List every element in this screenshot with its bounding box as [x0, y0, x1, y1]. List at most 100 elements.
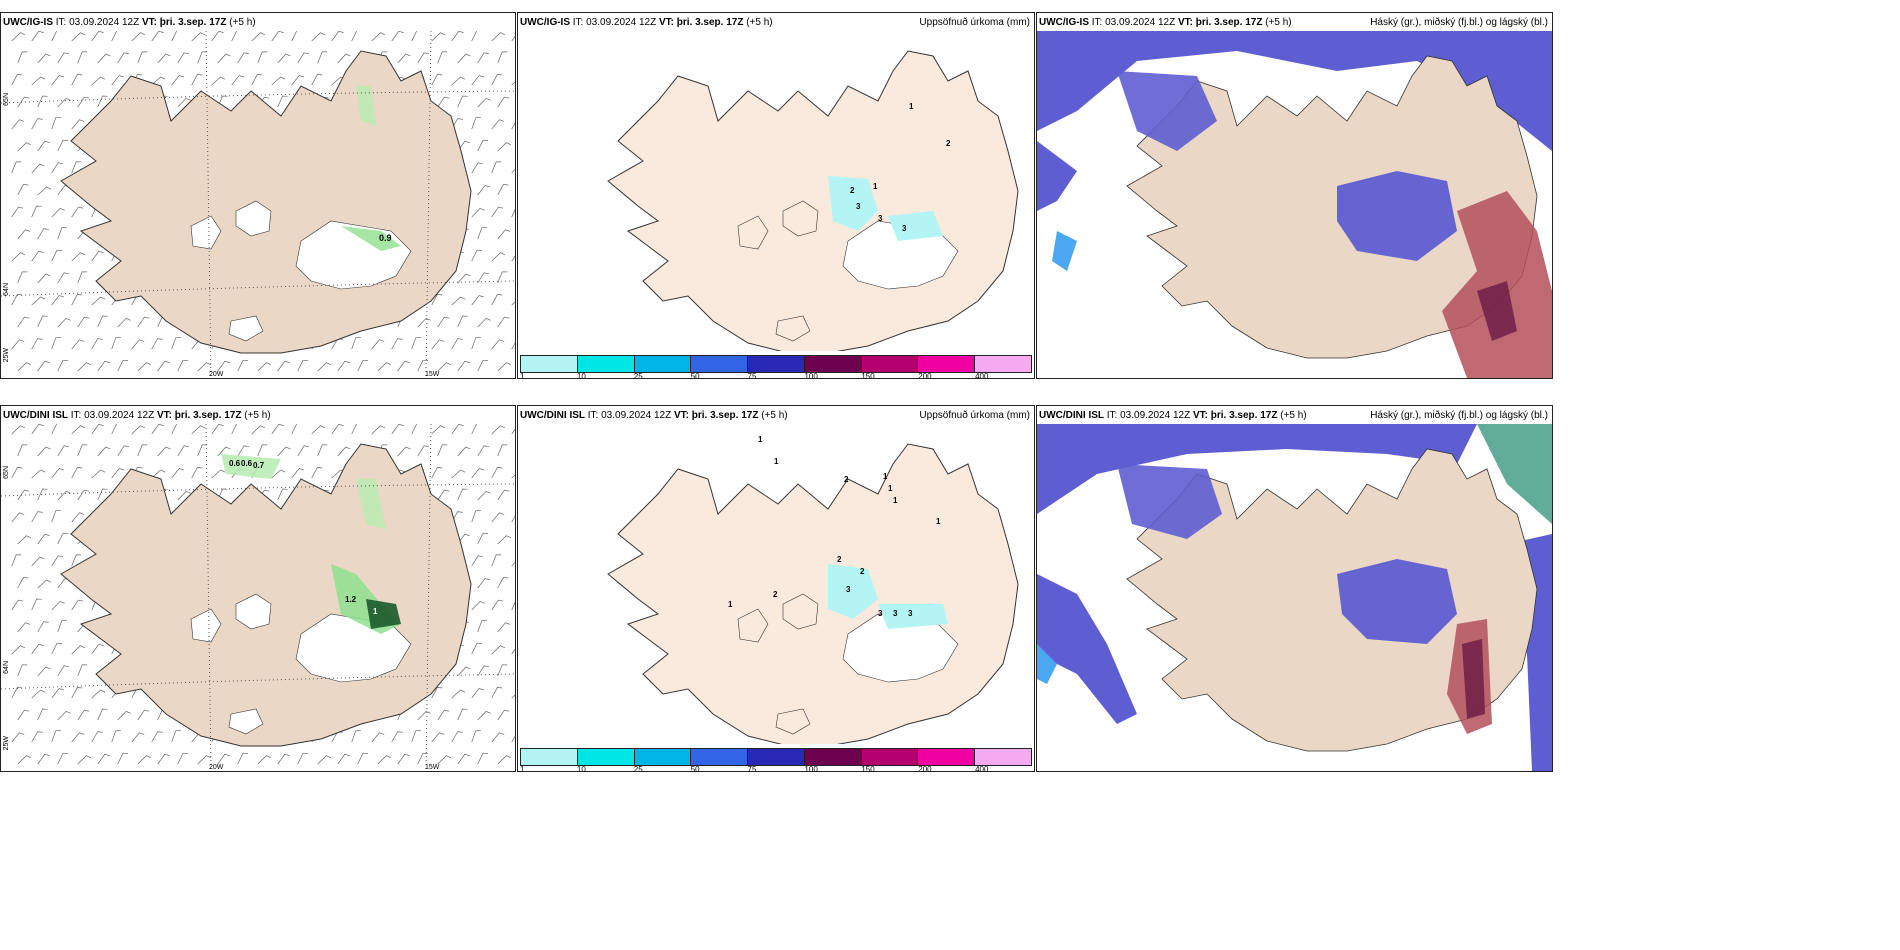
- precip-title: Uppsöfnuð úrkoma (mm): [919, 410, 1030, 421]
- wind-barb: [411, 31, 417, 42]
- precip-value: 1: [873, 182, 878, 191]
- wind-barb: [11, 252, 26, 262]
- wind-barb: [71, 732, 85, 743]
- scale-tick-label: 150: [861, 765, 875, 772]
- wind-barb: [491, 74, 503, 86]
- panel-header: UWC/IG-IS IT: 03.09.2024 12Z VT: þri. 3.…: [1039, 15, 1550, 31]
- wind-barb: [451, 731, 463, 743]
- scale-tick-label: 75: [747, 372, 757, 379]
- wind-barb: [17, 622, 31, 633]
- wind-barb: [491, 467, 503, 479]
- precip-value: 1: [936, 517, 941, 526]
- wind-barb: [437, 316, 450, 328]
- wind-barb: [111, 31, 117, 42]
- wind-barb: [291, 75, 305, 86]
- wind-barb: [491, 554, 502, 567]
- wind-barb: [31, 205, 42, 218]
- cloud-title: Háský (gr.), miðský (fj.bl.) og lágský (…: [1370, 17, 1548, 28]
- wind-barb: [57, 359, 69, 372]
- wind-barb: [177, 359, 189, 372]
- wind-barb: [477, 532, 489, 545]
- precip-map: 1 1 2 1 1 1 1 2 3 2 3 3 3 2 1: [607, 435, 1019, 744]
- wind-barb: [37, 228, 49, 240]
- scale-tick-label: 25: [633, 372, 643, 379]
- wind-barb: [371, 425, 386, 435]
- lead-time: (+5 h): [761, 410, 788, 421]
- precip-value: 2: [837, 555, 842, 564]
- wind-barb: [31, 556, 45, 567]
- wind-barb: [131, 425, 146, 435]
- wind-barb: [311, 467, 323, 479]
- wind-barb: [131, 32, 146, 42]
- precip-value: 1: [883, 472, 888, 481]
- wind-barb: [11, 32, 26, 42]
- land-area: [60, 50, 472, 354]
- wind-barb: [491, 425, 506, 435]
- wind-barb: [137, 316, 150, 328]
- wind-barb: [91, 424, 104, 435]
- wind-barb: [257, 755, 272, 765]
- precip-value: 0.6: [241, 459, 253, 468]
- scale-swatch: [577, 749, 635, 765]
- wind-barb: [337, 53, 351, 64]
- precip-color-scale: [520, 748, 1032, 766]
- wind-barb: [491, 732, 505, 743]
- scale-tick-label: 200: [918, 372, 932, 379]
- wind-barb: [31, 424, 44, 435]
- wind-barb: [191, 425, 206, 435]
- wind-barb: [457, 53, 471, 64]
- wind-barb: [151, 469, 166, 479]
- lead-time: (+5 h): [746, 17, 773, 28]
- scale-tick-label: 75: [747, 765, 757, 772]
- wind-barb: [277, 53, 291, 64]
- wind-barb: [71, 32, 86, 42]
- wind-barb: [271, 424, 284, 435]
- wind-barb: [477, 272, 490, 284]
- wind-barb: [171, 730, 181, 743]
- wind-barb: [91, 250, 104, 262]
- wind-barb: [11, 161, 22, 174]
- wind-barb: [51, 730, 61, 743]
- wind-barb: [171, 468, 185, 479]
- wind-barb: [71, 645, 86, 655]
- wind-barb: [57, 139, 69, 152]
- wind-barb: [177, 490, 191, 501]
- model-name: UWC/DINI ISL: [520, 410, 585, 421]
- wind-barb: [71, 425, 86, 435]
- wind-barb: [437, 362, 452, 372]
- it-label: IT:: [55, 17, 67, 28]
- cloud-title: Háský (gr.), miðský (fj.bl.) og lágský (…: [1370, 410, 1548, 421]
- wind-barb: [37, 533, 50, 545]
- wind-barb: [191, 74, 203, 86]
- wind-barb: [11, 339, 25, 350]
- wind-barb: [51, 424, 57, 435]
- wind-barb: [497, 316, 510, 328]
- wind-barb: [51, 117, 61, 130]
- wind-barb: [451, 76, 466, 86]
- wind-barb: [237, 359, 249, 372]
- wind-barb: [17, 51, 28, 64]
- wind-barb: [391, 338, 403, 350]
- lat-label: 64N: [3, 661, 10, 674]
- wind-barb: [311, 425, 326, 435]
- wind-barb: [511, 601, 515, 611]
- scale-tick-label: 10: [576, 765, 586, 772]
- scale-tick-label: 100: [804, 372, 818, 379]
- wind-barb: [417, 317, 431, 328]
- wind-barb: [131, 732, 145, 743]
- wind-barb: [37, 53, 51, 64]
- scale-tick-label: 100: [804, 765, 818, 772]
- wind-barb: [97, 53, 111, 64]
- wind-barb: [17, 444, 28, 457]
- wind-barb: [37, 446, 51, 457]
- wind-barb: [497, 709, 510, 721]
- precip-value: 0.6: [229, 459, 241, 468]
- wind-barb: [371, 732, 385, 743]
- wind-barb: [37, 315, 48, 328]
- wind-barb: [97, 360, 110, 372]
- wind-barb: [177, 52, 190, 64]
- wind-barb: [137, 755, 152, 765]
- wind-barb: [491, 687, 503, 699]
- wind-barb: [411, 424, 417, 435]
- scale-tick-label: 400: [975, 372, 989, 379]
